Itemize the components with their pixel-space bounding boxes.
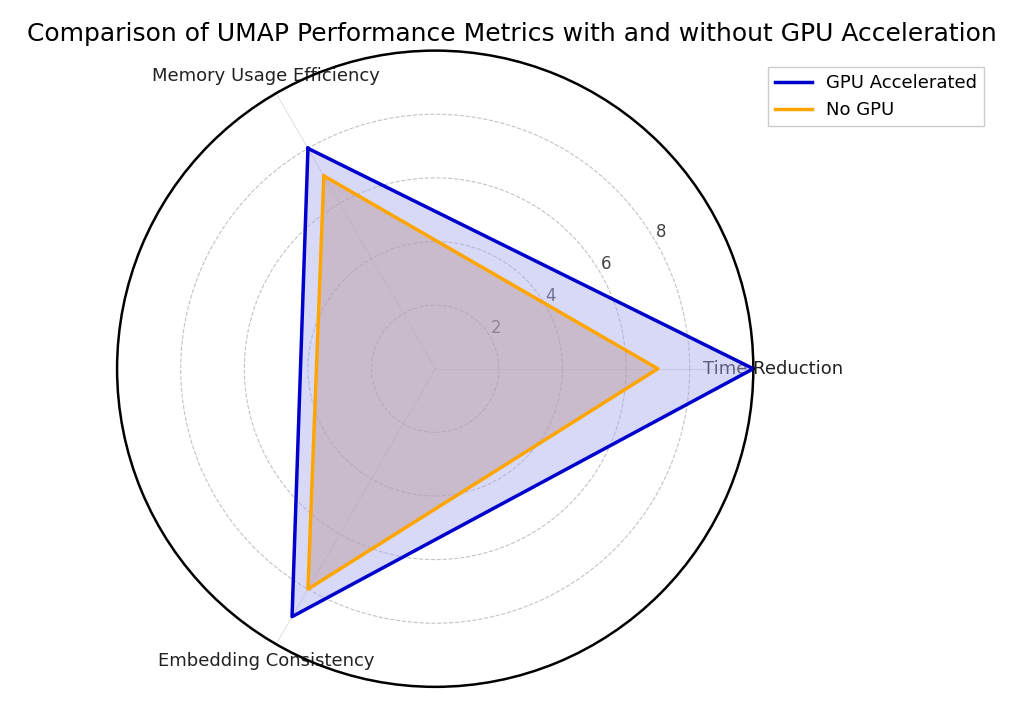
Legend: GPU Accelerated, No GPU: GPU Accelerated, No GPU [768,67,984,127]
Polygon shape [292,148,754,617]
Polygon shape [308,176,657,589]
Text: Comparison of UMAP Performance Metrics with and without GPU Acceleration: Comparison of UMAP Performance Metrics w… [27,22,997,46]
